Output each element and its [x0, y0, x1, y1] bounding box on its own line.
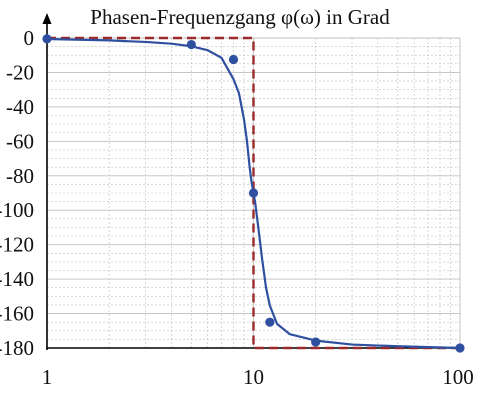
y-tick-label: -160	[0, 302, 34, 326]
reference-line	[47, 36, 460, 350]
y-tick-label: -40	[6, 95, 34, 119]
series-layer	[42, 34, 465, 353]
data-point	[186, 39, 196, 50]
x-tick-label: 10	[243, 365, 264, 389]
data-point	[455, 343, 465, 353]
y-tick-label: -20	[6, 60, 34, 84]
data-point	[42, 34, 52, 44]
data-point	[311, 337, 321, 347]
data-point	[248, 188, 259, 198]
y-tick-label: -80	[6, 164, 34, 188]
y-tick-label: -180	[0, 336, 34, 360]
y-tick-label: -120	[0, 233, 34, 257]
x-tick-labels: 1 10 100	[42, 365, 474, 389]
y-axis-arrow-icon	[42, 13, 52, 24]
y-tick-label: -140	[0, 267, 34, 291]
y-tick-label: 0	[24, 26, 35, 50]
chart-title: Phasen-Frequenzgang φ(ω) in Grad	[90, 5, 390, 29]
data-point	[228, 54, 239, 65]
y-tick-label: -100	[0, 198, 34, 222]
data-point	[265, 317, 275, 327]
x-tick-label: 100	[442, 365, 474, 389]
y-tick-labels: 0 -20 -40 -60 -80 -100 -120 -140 -160 -180	[0, 26, 34, 360]
y-tick-label: -60	[6, 129, 34, 153]
x-tick-label: 1	[42, 365, 53, 389]
